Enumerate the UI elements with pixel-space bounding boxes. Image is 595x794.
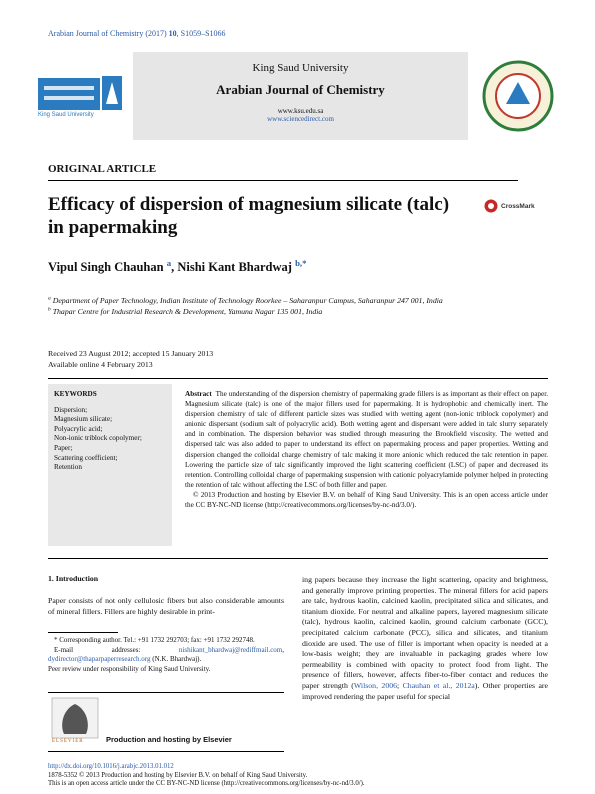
text: ; [397, 680, 403, 690]
keyword: Non-ionic triblock copolymer; [54, 434, 142, 443]
affil-mark: a [48, 295, 51, 302]
emails: E-mail addresses: nishikant_bhardwaj@red… [48, 646, 284, 665]
sep: , [282, 645, 284, 654]
keywords-box: KEYWORDS Dispersion; Magnesium silicate; P… [48, 384, 172, 546]
rule [48, 558, 548, 559]
journal-name: Arabian Journal of Chemistry [216, 82, 385, 97]
logo-flask [506, 82, 530, 104]
url: www.sciencedirect.com [267, 115, 334, 123]
journal-ref: Arabian Journal of Chemistry (2017) [48, 29, 167, 38]
doi[interactable]: http://dx.doi.org/10.1016/j.arabjc.2013.… [48, 763, 174, 770]
volume: 10 [168, 29, 177, 38]
paragraph: Paper consists of not only cellulosic fi… [48, 596, 284, 616]
footnote-rule [48, 632, 118, 633]
rule [48, 180, 518, 181]
keyword: Dispersion; [54, 405, 88, 414]
logo-block [38, 78, 100, 110]
citation[interactable]: Wilson, 2006 [353, 680, 398, 690]
journal-logo [482, 60, 554, 132]
logo-tree [62, 704, 88, 734]
corresponding: * Corresponding author. Tel.: +91 1732 2… [54, 636, 255, 644]
keyword: Polyacrylic acid; [54, 424, 103, 433]
keywords-list: Dispersion; Magnesium silicate; Polyacryli… [54, 406, 166, 473]
abstract-label: Abstract [185, 390, 212, 398]
keyword: Paper; [54, 443, 73, 452]
abstract: Abstract The understanding of the disper… [185, 389, 548, 510]
crossmark[interactable]: CrossMark [484, 199, 535, 213]
email-label: E-mail addresses: [54, 645, 141, 654]
affiliation: b Thapar Centre for Industrial Research … [48, 305, 518, 318]
online: Available online 4 February 2013 [48, 359, 153, 369]
logo-graphic [38, 76, 122, 110]
section-heading: 1. Introduction [48, 574, 99, 583]
author-affil: b,* [295, 257, 307, 268]
keywords-heading: KEYWORDS [54, 390, 97, 398]
affil-text: Thapar Centre for Industrial Research & … [52, 306, 323, 316]
affil-text: Department of Paper Technology, Indian I… [52, 296, 443, 305]
issn: 1878-5352 © 2013 Production and hosting … [48, 771, 308, 779]
authors: Vipul Singh Chauhan a, Nishi Kant Bhardw… [48, 257, 307, 274]
abstract-copyright: © 2013 Production and hosting by Elsevie… [185, 490, 548, 510]
university: King Saud University [252, 62, 349, 74]
dates: Received 23 August 2012; accepted 15 Jan… [48, 349, 213, 370]
journal-banner: King Saud University Arabian Journal of … [133, 52, 468, 140]
keyword: Scattering coefficient; [54, 453, 118, 462]
logo-palm [106, 82, 118, 104]
keyword: Magnesium silicate; [54, 415, 113, 424]
footer: http://dx.doi.org/10.1016/j.arabjc.2013.… [48, 763, 365, 789]
keyword: Retention [54, 463, 82, 472]
elsevier-logo [51, 697, 99, 739]
email[interactable]: nishikant_bhardwaj@rediffmail.com [178, 645, 283, 654]
affiliations: a Department of Paper Technology, Indian… [48, 296, 518, 317]
elsevier-wordmark: ELSEVIER [52, 739, 84, 744]
citation[interactable]: Chauhan et al., 2012a [402, 680, 475, 690]
footnotes: * Corresponding author. Tel.: +91 1732 2… [48, 636, 284, 674]
affiliation: a Department of Paper Technology, Indian… [48, 296, 518, 307]
paragraph: ing papers because they increase the lig… [302, 575, 548, 702]
text: ). Other properties are improved renderi… [302, 680, 548, 701]
affil-mark: b [48, 305, 51, 312]
elsevier-text: Production and hosting by Elsevier [106, 735, 232, 744]
crossmark-label: CrossMark [501, 202, 535, 210]
elsevier-box: ELSEVIER Production and hosting by Elsev… [48, 692, 284, 752]
pages: , S1059–S1066 [176, 29, 226, 38]
author-affil: a [166, 257, 172, 268]
author-name: Vipul Singh Chauhan [48, 260, 164, 274]
email[interactable]: dydirector@thaparpaperresearch.org [48, 655, 151, 664]
ksu-logo: King Saud University [36, 64, 126, 130]
rule [48, 378, 548, 379]
logo-stripe [44, 96, 94, 100]
running-header: Arabian Journal of Chemistry (2017) 10, … [48, 29, 226, 38]
abstract-text: The understanding of the dispersion chem… [185, 390, 548, 489]
license: This is an open access article under the… [48, 780, 365, 788]
email-owner: (N.K. Bhardwaj). [152, 655, 202, 664]
peer-review: Peer review under responsibility of King… [48, 664, 211, 673]
crossmark-icon [484, 199, 498, 213]
received: Received 23 August 2012; accepted 15 Jan… [48, 349, 214, 358]
text: ing papers because they increase the lig… [302, 575, 548, 690]
author-name: Nishi Kant Bhardwaj [177, 260, 292, 274]
url: www.ksu.edu.sa [277, 107, 324, 115]
crossmark-dot [488, 203, 494, 209]
logo-text: King Saud University [38, 112, 94, 118]
article-title: Efficacy of dispersion of magnesium sili… [48, 194, 450, 238]
logo-stripe [44, 86, 94, 90]
article-type: ORIGINAL ARTICLE [48, 163, 157, 175]
